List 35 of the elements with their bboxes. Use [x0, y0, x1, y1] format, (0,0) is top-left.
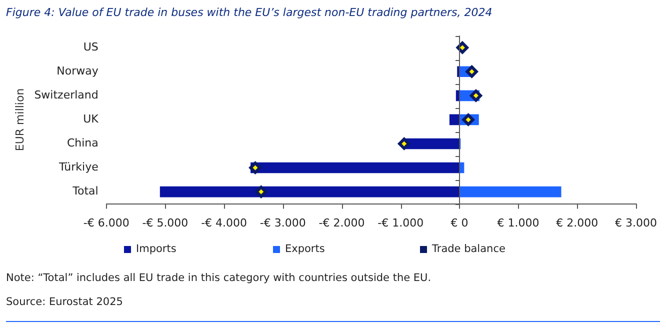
x-tick-label: -€ 3.000: [260, 216, 306, 230]
bar: [250, 162, 460, 174]
bar: [449, 114, 460, 126]
x-tick-label: € 2.000: [556, 216, 598, 230]
x-tick-label: -€ 4.000: [201, 216, 248, 230]
y-tick-label: Switzerland: [34, 88, 98, 102]
y-tick-label: China: [66, 136, 98, 150]
x-tick-label: -€ 5.000: [142, 216, 188, 230]
legend-label: Exports: [285, 243, 325, 255]
bar: [160, 186, 460, 198]
y-axis-title: EUR million: [13, 88, 26, 152]
y-tick-label: US: [83, 40, 98, 54]
chart-title: Figure 4: Value of EU trade in buses with the EU’s largest non-EU trading partners, 2024: [6, 6, 492, 19]
x-tick-label: € 0: [450, 216, 468, 230]
bar: [459, 186, 562, 198]
point: [398, 137, 411, 150]
text: Note: “Total” includes all EU trade in this category with countries outside the EU.: [6, 272, 432, 284]
point: [469, 89, 482, 102]
point: [254, 185, 268, 198]
y-tick-label: Total: [72, 184, 98, 198]
x-tick-label: € 3.000: [615, 216, 657, 230]
source-note: Source: Eurostat 2025: [6, 296, 123, 308]
x-tick-label: -€ 1.000: [378, 216, 424, 230]
y-tick-label: Türkiye: [58, 160, 99, 174]
x-tick-label: -€ 2.000: [318, 216, 365, 230]
legend-label: Imports: [136, 243, 176, 255]
y-tick-label: UK: [83, 112, 100, 126]
y-tick-label: Norway: [56, 64, 99, 78]
x-tick-label: -€ 6.000: [83, 216, 130, 230]
point: [456, 41, 469, 54]
point: [248, 161, 262, 174]
point: [462, 113, 475, 126]
point: [465, 65, 478, 78]
x-tick-label: € 1.000: [497, 216, 540, 230]
legend-label: Trade balance: [432, 243, 506, 255]
